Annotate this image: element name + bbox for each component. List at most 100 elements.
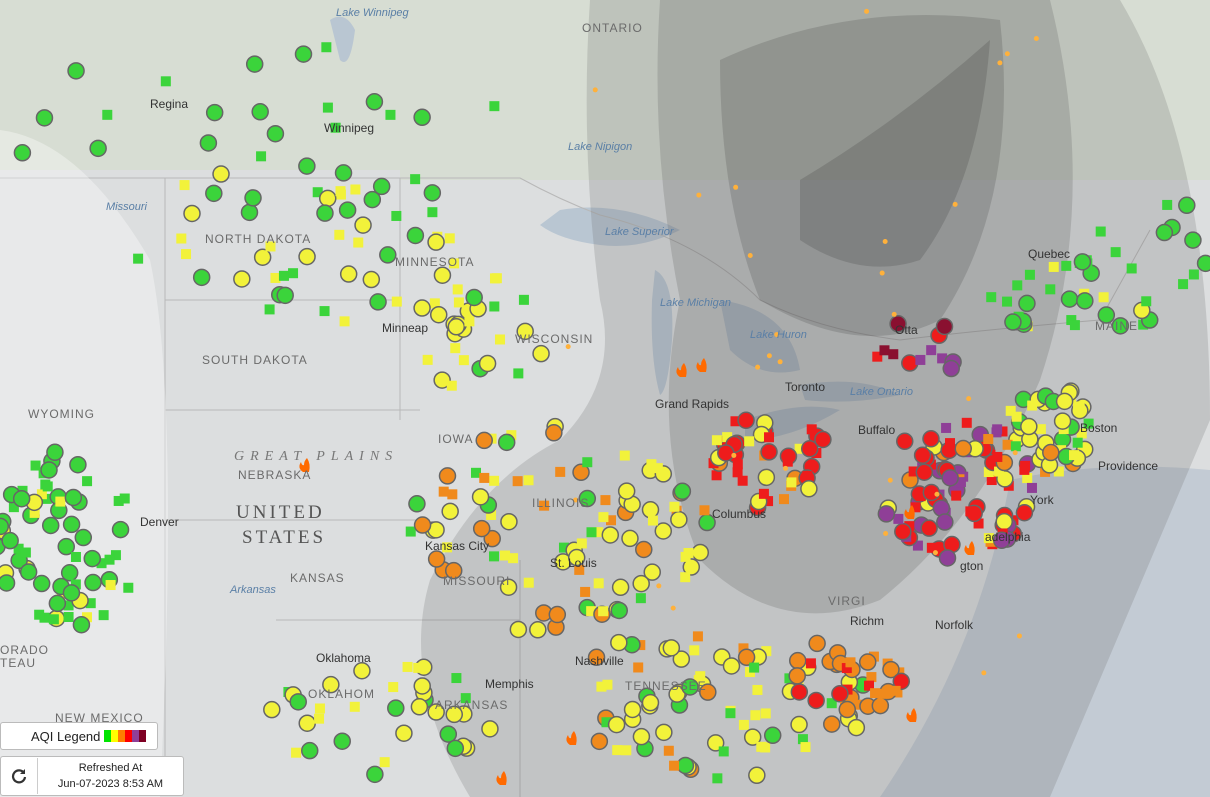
monitor[interactable]: [446, 380, 457, 391]
monitor[interactable]: [635, 593, 646, 604]
monitor[interactable]: [737, 475, 748, 486]
monitor[interactable]: [737, 411, 755, 430]
monitor[interactable]: [69, 455, 87, 474]
monitor[interactable]: [12, 489, 31, 508]
monitor[interactable]: [866, 672, 877, 683]
fire-icon[interactable]: [676, 363, 687, 377]
monitor[interactable]: [580, 586, 591, 597]
fire-icon[interactable]: [496, 771, 507, 785]
monitor[interactable]: [499, 550, 510, 561]
monitor[interactable]: [70, 579, 81, 590]
monitor[interactable]: [1069, 450, 1080, 461]
monitor[interactable]: [863, 680, 874, 691]
fire-hotspot[interactable]: [883, 531, 889, 537]
monitor[interactable]: [945, 438, 956, 449]
monitor[interactable]: [450, 343, 461, 354]
monitor[interactable]: [479, 472, 490, 483]
fire-icon[interactable]: [696, 358, 707, 372]
monitor[interactable]: [1045, 284, 1056, 295]
monitor[interactable]: [749, 662, 760, 673]
monitor[interactable]: [104, 554, 115, 565]
monitor[interactable]: [47, 455, 58, 466]
monitor[interactable]: [995, 512, 1013, 531]
monitor[interactable]: [312, 187, 323, 198]
monitor[interactable]: [1073, 401, 1084, 412]
monitor[interactable]: [871, 696, 890, 715]
monitor[interactable]: [67, 62, 85, 80]
monitor[interactable]: [0, 574, 16, 592]
monitor[interactable]: [288, 268, 299, 279]
monitor[interactable]: [601, 717, 612, 728]
fire-hotspot[interactable]: [864, 8, 870, 14]
fire-icon[interactable]: [904, 505, 915, 519]
monitor[interactable]: [699, 505, 710, 516]
monitor[interactable]: [725, 708, 736, 719]
fire-hotspot[interactable]: [882, 239, 888, 245]
monitor[interactable]: [362, 270, 381, 289]
monitor[interactable]: [410, 698, 429, 716]
monitor[interactable]: [955, 477, 966, 488]
monitor[interactable]: [413, 662, 424, 673]
monitor[interactable]: [652, 463, 663, 474]
monitor[interactable]: [314, 703, 325, 714]
monitor[interactable]: [582, 457, 593, 468]
monitor[interactable]: [1005, 405, 1016, 416]
monitor[interactable]: [619, 450, 630, 461]
monitor[interactable]: [321, 42, 332, 53]
monitor[interactable]: [349, 701, 360, 712]
monitor[interactable]: [30, 460, 41, 471]
monitor[interactable]: [681, 678, 699, 696]
fire-hotspot[interactable]: [766, 353, 772, 359]
monitor[interactable]: [643, 563, 661, 581]
fire-hotspot[interactable]: [1012, 450, 1018, 456]
monitor[interactable]: [1010, 441, 1021, 452]
monitor[interactable]: [992, 451, 1003, 462]
monitor[interactable]: [663, 745, 674, 756]
fire-hotspot[interactable]: [1004, 51, 1010, 57]
monitor[interactable]: [192, 268, 211, 287]
fire-hotspot[interactable]: [755, 364, 761, 370]
monitor[interactable]: [779, 494, 790, 505]
monitor[interactable]: [757, 468, 776, 487]
monitor[interactable]: [760, 443, 778, 461]
monitor[interactable]: [353, 662, 371, 680]
monitor[interactable]: [322, 675, 340, 694]
monitor[interactable]: [62, 515, 81, 534]
fire-hotspot[interactable]: [934, 491, 940, 497]
monitor[interactable]: [62, 584, 81, 602]
monitor[interactable]: [1020, 417, 1038, 436]
fire-icon[interactable]: [299, 458, 310, 472]
monitor[interactable]: [427, 703, 445, 721]
monitor[interactable]: [19, 563, 38, 581]
monitor[interactable]: [802, 471, 813, 482]
monitor[interactable]: [489, 475, 500, 486]
monitor[interactable]: [353, 237, 364, 248]
monitor[interactable]: [333, 732, 351, 750]
monitor[interactable]: [572, 463, 590, 482]
monitor[interactable]: [64, 488, 83, 507]
fire-icon[interactable]: [906, 708, 917, 722]
monitor[interactable]: [788, 667, 806, 685]
monitor[interactable]: [102, 109, 113, 120]
monitor[interactable]: [655, 723, 673, 742]
monitor[interactable]: [669, 501, 680, 512]
monitor[interactable]: [330, 122, 341, 133]
monitor[interactable]: [941, 422, 952, 433]
monitor[interactable]: [915, 491, 926, 502]
monitor[interactable]: [176, 233, 187, 244]
monitor[interactable]: [508, 553, 519, 564]
fire-hotspot[interactable]: [573, 497, 579, 503]
monitor[interactable]: [441, 502, 459, 521]
monitor[interactable]: [314, 713, 325, 724]
fire-icon[interactable]: [566, 731, 577, 745]
monitor[interactable]: [1022, 473, 1033, 484]
monitor[interactable]: [1162, 199, 1173, 210]
monitor[interactable]: [606, 515, 617, 526]
monitor[interactable]: [1069, 320, 1080, 331]
monitor[interactable]: [395, 724, 413, 742]
monitor[interactable]: [892, 672, 911, 691]
monitor[interactable]: [70, 551, 81, 562]
monitor[interactable]: [1095, 226, 1106, 237]
monitor[interactable]: [276, 286, 294, 305]
monitor[interactable]: [718, 746, 729, 757]
